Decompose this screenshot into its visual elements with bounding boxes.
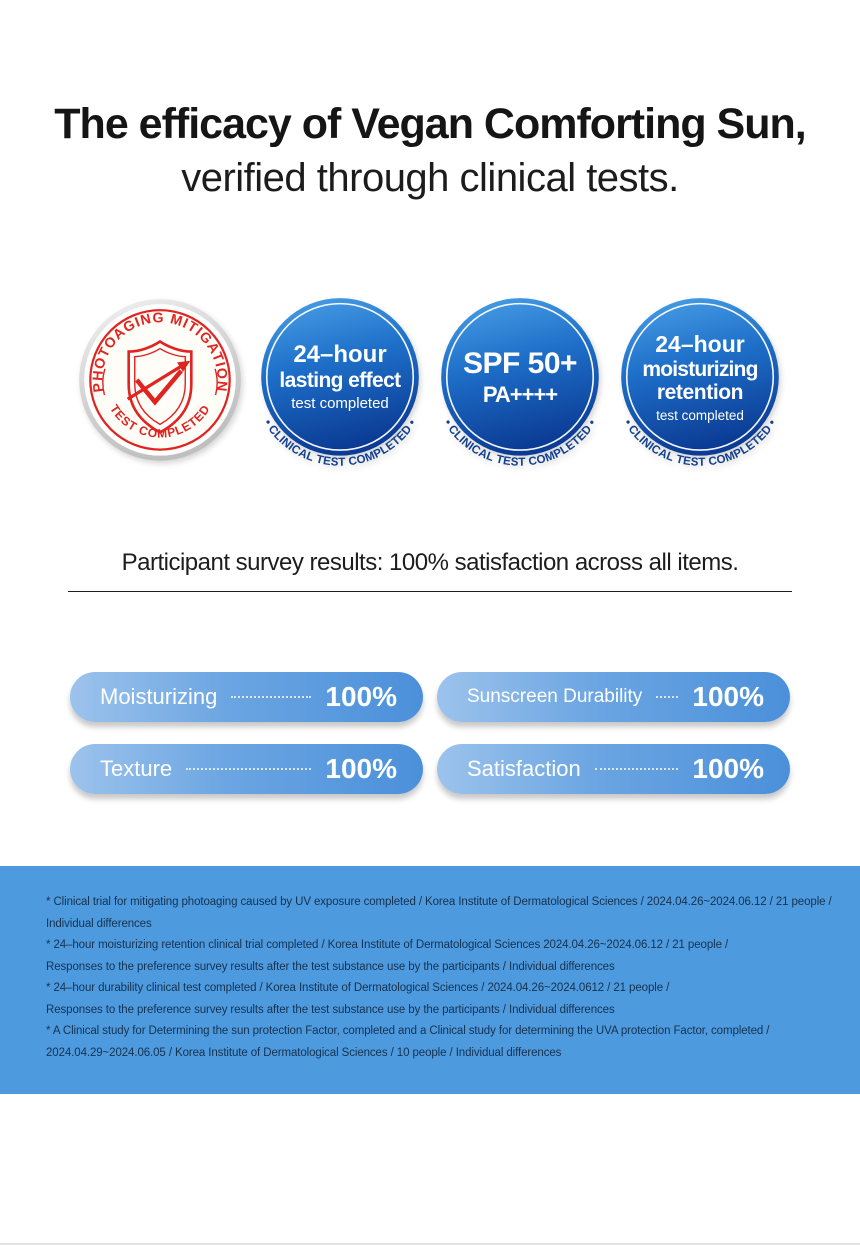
survey-pill-texture: Texture 100% bbox=[70, 744, 423, 795]
pill-label: Moisturizing bbox=[100, 684, 218, 710]
badge-lasting-effect: • CLINICAL TEST COMPLETED • 24–hour last… bbox=[254, 291, 426, 489]
moisturizing-line-1: 24–hour bbox=[655, 330, 745, 357]
dotted-leader bbox=[186, 768, 312, 771]
lasting-line-2: lasting effect bbox=[279, 368, 401, 392]
disclaimer-line: * Clinical trial for mitigating photoagi… bbox=[46, 896, 832, 909]
survey-headline: Participant survey results: 100% satisfa… bbox=[121, 549, 739, 577]
headline-underline bbox=[68, 591, 792, 593]
spf-label: SPF 50+ PA++++ bbox=[440, 301, 600, 453]
disclaimer-line: Individual differences bbox=[46, 917, 152, 930]
moisturizing-line-4: test completed bbox=[656, 407, 744, 423]
moisturizing-seal-icon: • CLINICAL TEST COMPLETED • bbox=[621, 298, 779, 469]
dotted-leader bbox=[594, 768, 679, 771]
bottom-divider bbox=[0, 1243, 860, 1245]
photoaging-seal-icon: PHOTOAGING MITIGATION TEST COMPLETED bbox=[79, 299, 241, 462]
survey-pill-moisturizing: Moisturizing 100% bbox=[70, 672, 423, 723]
left-arc-ornament bbox=[102, 369, 106, 396]
certification-badge-row: PHOTOAGING MITIGATION TEST COMPLETED bbox=[0, 291, 860, 489]
badge-moisturizing-retention: • CLINICAL TEST COMPLETED • 24–hour mois… bbox=[614, 291, 786, 489]
disclaimer-footer: * Clinical trial for mitigating photoagi… bbox=[0, 866, 860, 1095]
dotted-leader bbox=[656, 696, 679, 699]
survey-pill-sunscreen-durability: Sunscreen Durability 100% bbox=[437, 672, 790, 723]
title-line-1: The efficacy of Vegan Comforting Sun, bbox=[54, 100, 806, 148]
disclaimer-line: Responses to the preference survey resul… bbox=[46, 960, 615, 973]
pill-value: 100% bbox=[692, 681, 764, 713]
lasting-effect-label: 24–hour lasting effect test completed bbox=[260, 301, 420, 453]
spf-line-2: PA++++ bbox=[482, 381, 558, 407]
lasting-line-1: 24–hour bbox=[293, 340, 387, 368]
spf-line-1: SPF 50+ bbox=[462, 347, 578, 381]
dotted-leader bbox=[231, 696, 312, 699]
disclaimer-line: Responses to the preference survey resul… bbox=[46, 1003, 615, 1016]
pill-value: 100% bbox=[692, 753, 764, 785]
pill-label: Texture bbox=[100, 756, 173, 782]
survey-results-grid: Moisturizing 100% Sunscreen Durability 1… bbox=[70, 672, 790, 795]
survey-pill-satisfaction: Satisfaction 100% bbox=[437, 744, 790, 795]
badge-photoaging-mitigation: PHOTOAGING MITIGATION TEST COMPLETED bbox=[74, 291, 246, 489]
disclaimer-line: 2024.04.29~2024.06.05 / Korea Institute … bbox=[46, 1046, 562, 1059]
badge-spf: • CLINICAL TEST COMPLETED • SPF 50+ PA++… bbox=[434, 291, 606, 489]
disclaimer-line: * 24–hour durability clinical test compl… bbox=[46, 982, 670, 995]
pill-value: 100% bbox=[325, 753, 397, 785]
page-title: The efficacy of Vegan Comforting Sun, ve… bbox=[0, 100, 860, 201]
moisturizing-line-2: moisturizing bbox=[642, 357, 758, 381]
lasting-effect-seal-icon: • CLINICAL TEST COMPLETED • bbox=[261, 298, 419, 469]
spf-seal-icon: • CLINICAL TEST COMPLETED • bbox=[441, 298, 599, 469]
pill-label: Satisfaction bbox=[467, 756, 581, 782]
pill-value: 100% bbox=[325, 681, 397, 713]
moisturizing-label: 24–hour moisturizing retention test comp… bbox=[620, 301, 780, 453]
title-line-2: verified through clinical tests. bbox=[181, 156, 679, 201]
lasting-line-3: test completed bbox=[291, 395, 389, 413]
disclaimer-line: * A Clinical study for Determining the s… bbox=[46, 1025, 770, 1038]
survey-section: Participant survey results: 100% satisfa… bbox=[0, 549, 860, 795]
shield-check-icon bbox=[126, 340, 193, 435]
right-arc-ornament bbox=[214, 369, 218, 396]
disclaimer-line: * 24–hour moisturizing retention clinica… bbox=[46, 939, 729, 952]
moisturizing-line-3: retention bbox=[656, 381, 744, 405]
pill-label: Sunscreen Durability bbox=[467, 686, 643, 708]
